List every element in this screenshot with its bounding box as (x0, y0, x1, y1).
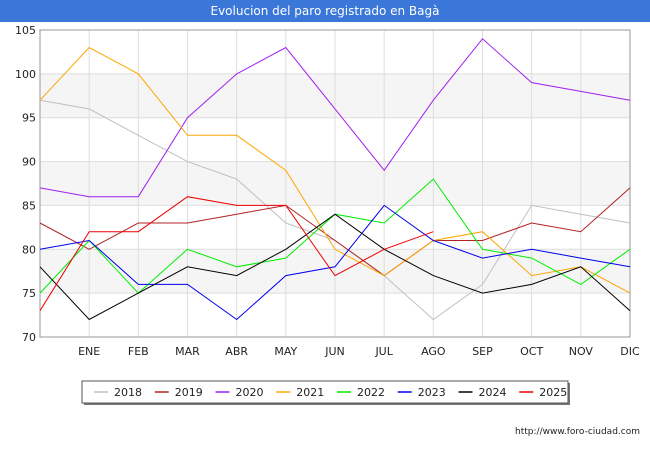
y-tick-label: 75 (22, 287, 36, 300)
series-line-2019 (39, 187, 631, 277)
legend-label-2025: 2025 (539, 386, 567, 399)
legend-label-2018: 2018 (114, 386, 142, 399)
x-tick-label: FEB (128, 345, 149, 358)
x-tick-label: JUN (324, 345, 345, 358)
y-tick-label: 95 (22, 112, 36, 125)
plot-border (39, 29, 631, 338)
y-tick-label: 90 (22, 156, 36, 169)
source-url[interactable]: http://www.foro-ciudad.com (515, 427, 640, 437)
x-tick-label: DIC (620, 345, 640, 358)
series-line-2023 (39, 204, 631, 321)
series-line-2020 (39, 38, 631, 198)
x-tick-label: ABR (225, 345, 248, 358)
x-tick-label: MAY (274, 345, 297, 358)
y-tick-label: 80 (22, 243, 36, 256)
chart-title: Evolucion del paro registrado en Bagà (0, 0, 650, 22)
x-tick-label: AGO (421, 345, 446, 358)
x-tick-label: OCT (520, 345, 543, 358)
x-tick-label: NOV (569, 345, 594, 358)
legend-box (81, 380, 569, 404)
x-tick-label: SEP (472, 345, 493, 358)
y-tick-label: 70 (22, 331, 36, 344)
legend-label-2019: 2019 (175, 386, 203, 399)
x-tick-label: ENE (78, 345, 100, 358)
series-line-2021 (39, 46, 631, 294)
y-tick-label: 100 (15, 68, 36, 81)
legend-label-2022: 2022 (357, 386, 385, 399)
legend-label-2020: 2020 (236, 386, 264, 399)
x-tick-label: MAR (175, 345, 200, 358)
y-tick-label: 105 (15, 24, 36, 37)
series-line-2024 (39, 213, 631, 321)
series-line-2025 (39, 196, 434, 311)
legend-label-2021: 2021 (296, 386, 324, 399)
legend-label-2024: 2024 (479, 386, 507, 399)
y-tick-label: 85 (22, 199, 36, 212)
x-tick-label: JUL (374, 345, 393, 358)
legend-label-2023: 2023 (418, 386, 446, 399)
